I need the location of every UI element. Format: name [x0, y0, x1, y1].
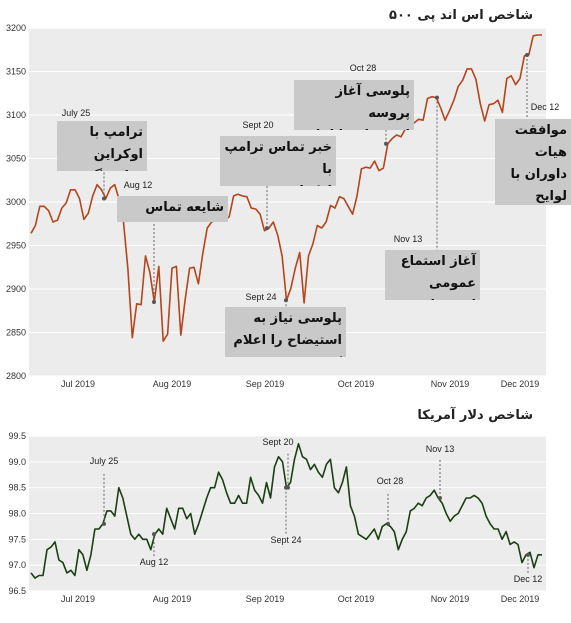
sp500-event-date-label: Sept 20 [242, 120, 273, 130]
dollar-xtick-label: Oct 2019 [338, 594, 375, 604]
dollar-event-date-label: Sept 20 [262, 437, 293, 447]
sp500-xtick-label: Sep 2019 [246, 379, 285, 389]
sp500-event-point [284, 298, 288, 303]
sp500-event-point [435, 95, 439, 100]
dollar-event-date-label: July 25 [90, 456, 119, 466]
sp500-ytick-label: 3150 [6, 67, 26, 77]
callout-oct28: پلوسی آغاز پروسه استیضاح را اعلام کرد [294, 80, 414, 130]
dollar-index-title: شاخص دلار آمریکا [417, 408, 533, 423]
dollar-ytick-label: 98.0 [8, 509, 26, 519]
sp500-title: شاخص اس اند پی ۵۰۰ [389, 8, 533, 23]
sp500-xtick-label: Nov 2019 [431, 379, 470, 389]
dollar-ytick-label: 97.0 [8, 560, 26, 570]
dollar-event-point [386, 521, 390, 526]
dollar-event-date-label: Nov 13 [426, 444, 455, 454]
dollar-xtick-label: Dec 2019 [501, 594, 540, 604]
sp500-event-date-label: Dec 12 [531, 102, 560, 112]
sp500-xtick-label: Oct 2019 [338, 379, 375, 389]
sp500-event-point [525, 52, 529, 57]
sp500-ytick-label: 3100 [6, 110, 26, 120]
callout-nov13: آغاز استماع عمومی استیضاح [385, 250, 480, 300]
dollar-xtick-label: Sep 2019 [246, 594, 285, 604]
dollar-event-point [152, 532, 156, 537]
dollar-event-point [526, 552, 530, 557]
sp500-xtick-label: Dec 2019 [501, 379, 540, 389]
sp500-event-date-label: July 25 [62, 108, 91, 118]
dollar-ytick-label: 99.5 [8, 431, 26, 441]
dollar-ytick-label: 98.5 [8, 483, 26, 493]
sp500-ytick-label: 2950 [6, 241, 26, 251]
sp500-xtick-label: Aug 2019 [153, 379, 192, 389]
sp500-event-date-label: Nov 13 [394, 234, 423, 244]
dollar-event-date-label: Aug 12 [140, 557, 169, 567]
sp500-ytick-label: 3000 [6, 197, 26, 207]
dollar-event-point [102, 521, 106, 526]
sp500-event-point [384, 141, 388, 146]
dollar-event-date-label: Dec 12 [514, 574, 543, 584]
sp500-event-date-label: Aug 12 [124, 180, 153, 190]
sp500-event-date-label: Oct 28 [350, 63, 377, 73]
dollar-event-date-label: Sept 24 [270, 535, 301, 545]
sp500-xtick-label: Jul 2019 [61, 379, 95, 389]
sp500-event-point [152, 300, 156, 305]
dollar-xtick-label: Nov 2019 [431, 594, 470, 604]
sp500-ytick-label: 2900 [6, 284, 26, 294]
dollar-event-date-label: Oct 28 [377, 476, 404, 486]
dollar-xtick-label: Jul 2019 [61, 594, 95, 604]
sp500-event-point [265, 226, 269, 231]
sp500-event-date-label: Sept 24 [245, 292, 276, 302]
callout-dec12: موافقت هیات داوران با لوایح استیضاح [495, 119, 571, 205]
dollar-ytick-label: 97.5 [8, 534, 26, 544]
sp500-ytick-label: 2850 [6, 328, 26, 338]
dollar-ytick-label: 99.0 [8, 457, 26, 467]
dollar-xtick-label: Aug 2019 [153, 594, 192, 604]
dollar-event-point [438, 496, 442, 500]
callout-july25: ترامپ با اوکراین تماس گرفت [57, 121, 147, 171]
sp500-event-point [102, 196, 106, 201]
sp500-ytick-label: 2800 [6, 371, 26, 381]
sp500-ytick-label: 3050 [6, 154, 26, 164]
dollar-ytick-label: 96.5 [8, 586, 26, 596]
callout-sept20: خبر تماس ترامپ با اوکراین رسانه‌ای شد [220, 136, 336, 186]
callout-sept24: پلوسی نیاز به استیضاح را اعلام کرد [225, 307, 346, 357]
callout-aug12: شایعه تماس ترامپ [117, 196, 228, 222]
sp500-ytick-label: 3200 [6, 23, 26, 33]
dollar-event-point [284, 485, 288, 490]
